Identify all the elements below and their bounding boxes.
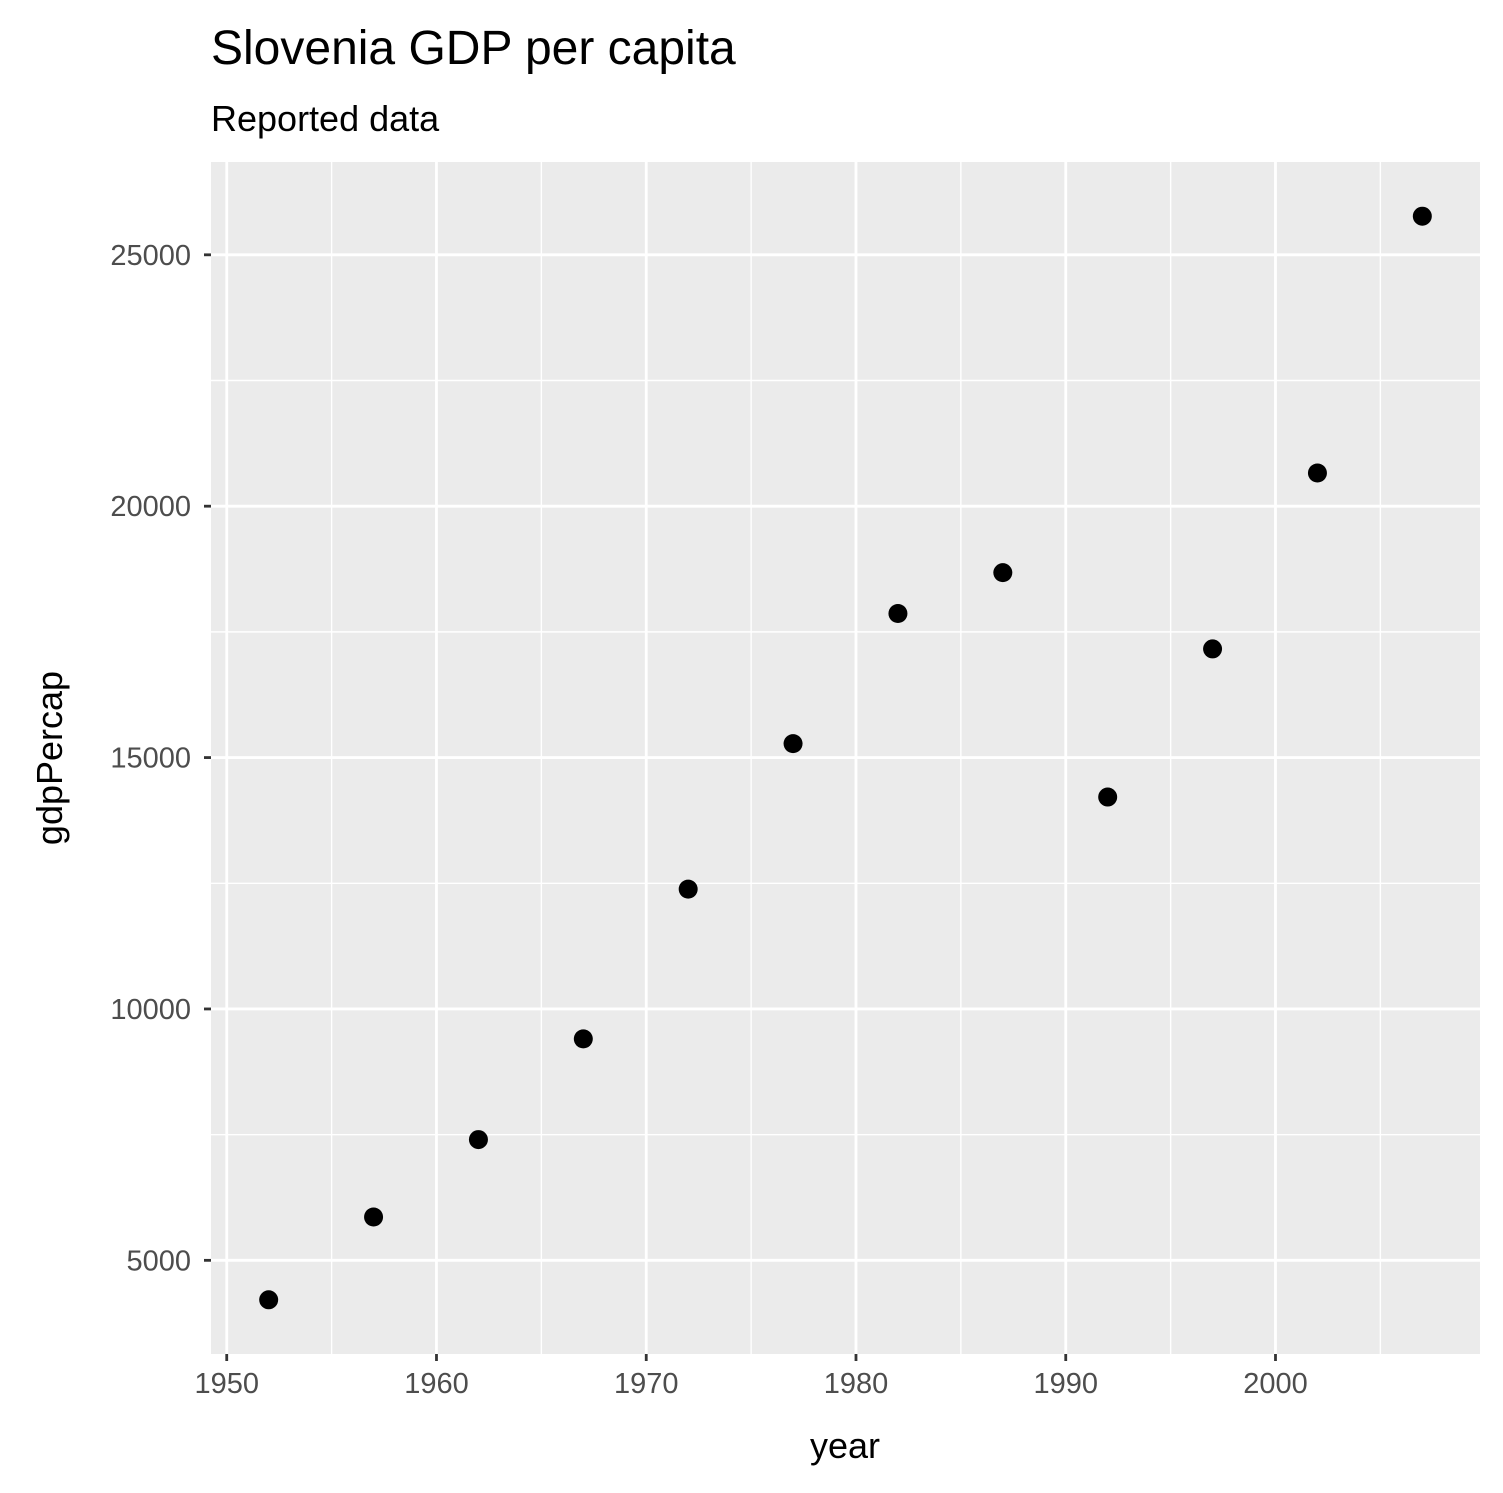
y-tick-label: 25000 — [110, 240, 191, 272]
x-tick-label: 2000 — [1243, 1368, 1308, 1400]
x-tick-label: 1970 — [614, 1368, 679, 1400]
data-point — [888, 603, 908, 623]
y-axis-ticks: 5000 10000 15000 20000 25000 — [110, 240, 211, 1277]
y-tick-label: 5000 — [126, 1245, 191, 1277]
data-points — [259, 206, 1432, 1310]
x-axis-ticks: 1950 1960 1970 1980 1990 2000 — [194, 1354, 1308, 1400]
x-tick-label: 1960 — [404, 1368, 469, 1400]
data-point — [259, 1290, 279, 1310]
major-grid — [211, 162, 1480, 1354]
y-tick-label: 15000 — [110, 743, 191, 775]
data-point — [468, 1130, 488, 1150]
data-point — [678, 879, 698, 899]
x-axis-title: year — [810, 1425, 880, 1466]
chart-subtitle: Reported data — [211, 98, 440, 139]
data-point — [1098, 787, 1118, 807]
chart-title: Slovenia GDP per capita — [211, 22, 736, 75]
data-point — [573, 1029, 593, 1049]
data-point — [1203, 639, 1223, 659]
x-tick-label: 1980 — [824, 1368, 889, 1400]
data-point — [993, 563, 1013, 583]
data-point — [1307, 463, 1327, 483]
data-point — [783, 734, 803, 754]
y-tick-label: 20000 — [110, 491, 191, 523]
x-tick-label: 1990 — [1033, 1368, 1098, 1400]
x-tick-label: 1950 — [194, 1368, 259, 1400]
data-point — [364, 1207, 384, 1227]
y-tick-label: 10000 — [110, 994, 191, 1026]
data-point — [1412, 206, 1432, 226]
y-axis-title: gdpPercap — [29, 671, 70, 845]
